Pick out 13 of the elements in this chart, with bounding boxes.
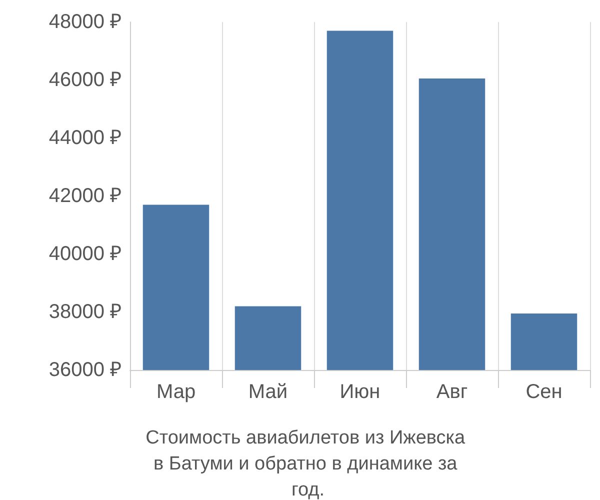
y-tick-label: 40000 ₽ (48, 243, 122, 265)
y-tick-label: 46000 ₽ (48, 69, 122, 91)
y-tick-label: 36000 ₽ (48, 359, 122, 381)
x-tick-label: Июн (340, 381, 380, 403)
x-tick-label: Май (248, 381, 288, 403)
x-tick-label: Авг (436, 381, 468, 403)
text: Стоимость авиабилетов из Ижевска в Батуми и обратно в динамике за год. (146, 428, 470, 500)
x-tick-label: Сен (526, 381, 562, 403)
y-tick-label: 48000 ₽ (48, 11, 122, 33)
x-tick-label: Мар (156, 381, 196, 403)
y-tick-label: 38000 ₽ (48, 301, 122, 323)
y-tick-label: 44000 ₽ (48, 127, 122, 149)
y-tick-label: 42000 ₽ (48, 185, 122, 207)
